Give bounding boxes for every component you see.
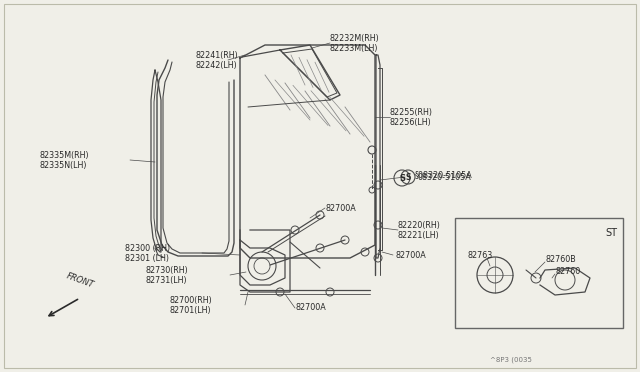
Text: 82256(LH): 82256(LH): [390, 118, 432, 126]
Text: §08320-5105A: §08320-5105A: [415, 170, 473, 180]
Text: 82221(LH): 82221(LH): [398, 231, 440, 240]
Text: 82760: 82760: [555, 267, 580, 276]
Bar: [455, 218, 623, 328]
Text: 82730(RH): 82730(RH): [145, 266, 188, 275]
Text: 82335M(RH): 82335M(RH): [40, 151, 90, 160]
Text: ^8P3 (0035: ^8P3 (0035: [490, 357, 532, 363]
Text: 82301 (LH): 82301 (LH): [125, 253, 169, 263]
Text: 08320-5105A: 08320-5105A: [418, 173, 472, 182]
Text: 82700A: 82700A: [295, 304, 326, 312]
Text: 82763: 82763: [468, 250, 493, 260]
Text: 82760B: 82760B: [545, 256, 576, 264]
Text: 82731(LH): 82731(LH): [145, 276, 187, 285]
Text: 82700A: 82700A: [395, 250, 426, 260]
Text: FRONT: FRONT: [65, 272, 95, 290]
Text: 82233M(LH): 82233M(LH): [330, 44, 378, 52]
Text: 82701(LH): 82701(LH): [170, 305, 212, 314]
Text: ST: ST: [605, 228, 617, 238]
Text: 82255(RH): 82255(RH): [390, 108, 433, 116]
Text: S: S: [399, 173, 405, 183]
Text: 82241(RH): 82241(RH): [195, 51, 237, 60]
Text: 82300 (RH): 82300 (RH): [125, 244, 170, 253]
Text: S: S: [405, 173, 411, 182]
Text: 82220(RH): 82220(RH): [398, 221, 441, 230]
Text: 82242(LH): 82242(LH): [195, 61, 237, 70]
Text: 82335N(LH): 82335N(LH): [40, 160, 88, 170]
Text: 82232M(RH): 82232M(RH): [330, 33, 380, 42]
Text: 82700(RH): 82700(RH): [170, 295, 212, 305]
Text: 82700A: 82700A: [325, 203, 356, 212]
